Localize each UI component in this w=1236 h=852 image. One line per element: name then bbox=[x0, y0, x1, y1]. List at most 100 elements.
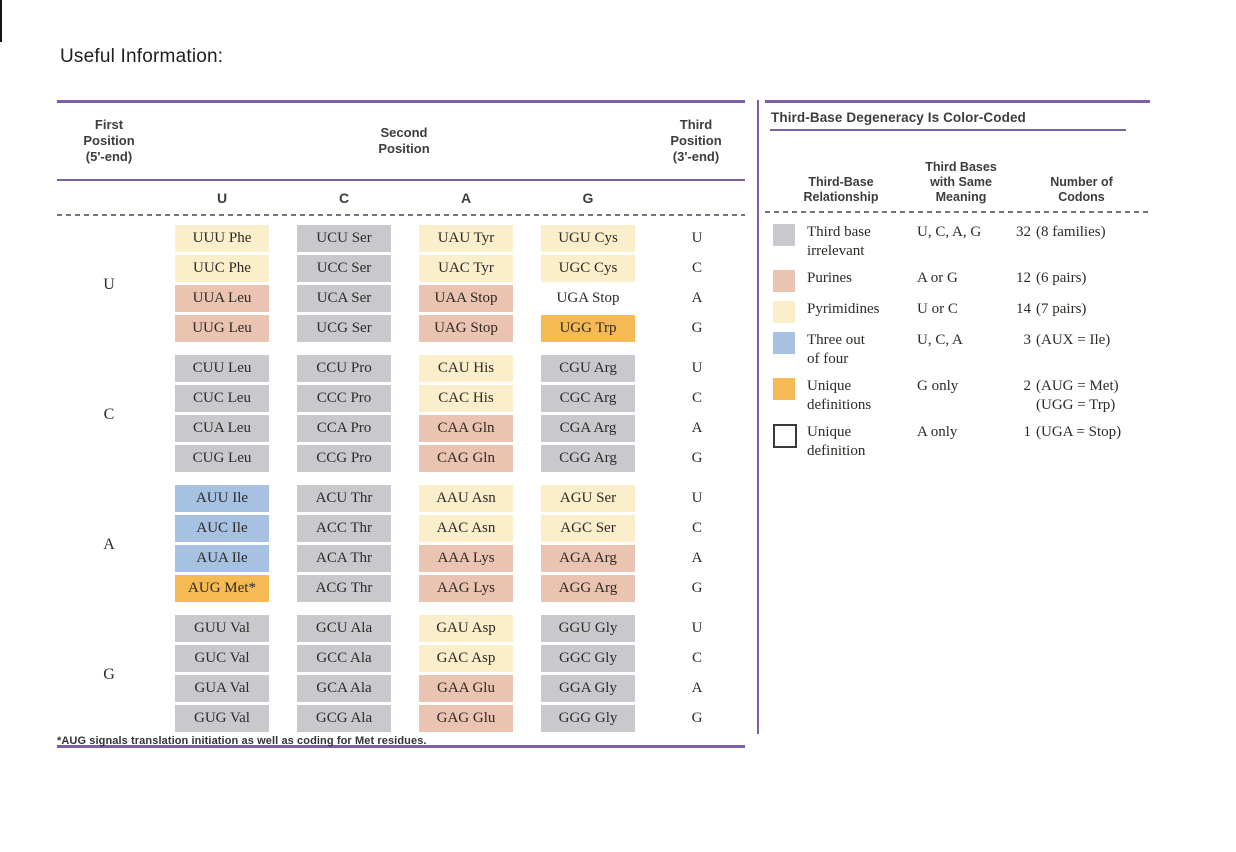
codon-cell-GCC: GCC Ala bbox=[297, 645, 391, 672]
codon-cell-GGG: GGG Gly bbox=[541, 705, 635, 732]
codon-row: UUU Phe UCU Ser UAU Tyr UGU Cys U bbox=[161, 225, 745, 252]
codon-row: AUC Ile ACC Thr AAC Asn AGC Ser C bbox=[161, 515, 745, 542]
color-swatch-orange bbox=[773, 378, 795, 400]
third-position-letter: G bbox=[691, 320, 703, 336]
codon-row: UUA Leu UCA Ser UAA Stop UGA Stop A bbox=[161, 285, 745, 312]
codon-cell-GAU: GAU Asp bbox=[419, 615, 513, 642]
codon-block-rows: CUU Leu CCU Pro CAU His CGU Arg U CUC Leu CCC … bbox=[161, 355, 745, 475]
codon-cell-UGG: UGG Trp bbox=[541, 315, 635, 342]
codon-row: CUC Leu CCC Pro CAC His CGC Arg C bbox=[161, 385, 745, 412]
legend-bases: G only bbox=[917, 378, 959, 394]
page-title: Useful Information: bbox=[60, 46, 224, 67]
legend-row-blue: Three out of four U, C, A 3 (AUX = Ile) bbox=[765, 331, 1150, 369]
color-swatch-purine bbox=[773, 270, 795, 292]
codon-cell-CAU: CAU His bbox=[419, 355, 513, 382]
third-position-letter: U bbox=[691, 230, 703, 246]
color-swatch-blue bbox=[773, 332, 795, 354]
third-position-letter: G bbox=[691, 450, 703, 466]
codon-cell-GUC: GUC Val bbox=[175, 645, 269, 672]
first-position-header: First Position (5'-end) bbox=[83, 117, 135, 164]
legend-count-number: 1 bbox=[1023, 424, 1032, 440]
color-swatch-gray bbox=[773, 224, 795, 246]
codon-row: AUA Ile ACA Thr AAA Lys AGA Arg A bbox=[161, 545, 745, 572]
third-position-letter: C bbox=[691, 260, 702, 276]
codon-cell-ACU: ACU Thr bbox=[297, 485, 391, 512]
legend-relationship: Pyrimidines bbox=[807, 301, 880, 317]
codon-cell-UGU: UGU Cys bbox=[541, 225, 635, 252]
codon-row: CUG Leu CCG Pro CAG Gln CGG Arg G bbox=[161, 445, 745, 472]
codon-cell-GCG: GCG Ala bbox=[297, 705, 391, 732]
codon-cell-CUU: CUU Leu bbox=[175, 355, 269, 382]
codon-cell-UAC: UAC Tyr bbox=[419, 255, 513, 282]
codon-cell-GCA: GCA Ala bbox=[297, 675, 391, 702]
codon-cell-UCU: UCU Ser bbox=[297, 225, 391, 252]
first-position-label-G: G bbox=[103, 666, 115, 683]
codon-cell-ACG: ACG Thr bbox=[297, 575, 391, 602]
second-base-G: G bbox=[582, 189, 594, 206]
codon-cell-AUG: AUG Met* bbox=[175, 575, 269, 602]
codon-cell-UGC: UGC Cys bbox=[541, 255, 635, 282]
third-position-letter: G bbox=[691, 580, 703, 596]
legend-count-detail: (AUG = Met) (UGG = Trp) bbox=[1036, 378, 1119, 413]
legend-bases: U, C, A bbox=[917, 332, 963, 348]
codon-row: UUG Leu UCG Ser UAG Stop UGG Trp G bbox=[161, 315, 745, 342]
legend-codon-count: 3 (AUX = Ile) bbox=[1013, 331, 1150, 369]
table-dashed-rule bbox=[57, 214, 745, 216]
second-base-A: A bbox=[460, 189, 472, 206]
codon-cell-CGC: CGC Arg bbox=[541, 385, 635, 412]
legend-panel: Third-Base Degeneracy Is Color-Coded Thi… bbox=[765, 100, 1150, 469]
codon-cell-AAC: AAC Asn bbox=[419, 515, 513, 542]
codon-cell-GGU: GGU Gly bbox=[541, 615, 635, 642]
codon-cell-CGG: CGG Arg bbox=[541, 445, 635, 472]
codon-cell-AGA: AGA Arg bbox=[541, 545, 635, 572]
codon-cell-AAU: AAU Asn bbox=[419, 485, 513, 512]
legend-codon-count: 2 (AUG = Met) (UGG = Trp) bbox=[1013, 377, 1150, 415]
codon-row: GUC Val GCC Ala GAC Asp GGC Gly C bbox=[161, 645, 745, 672]
codon-cell-CUG: CUG Leu bbox=[175, 445, 269, 472]
third-position-letter: C bbox=[691, 650, 702, 666]
codon-block-C: C CUU Leu CCU Pro CAU His CGU Arg U CUC Leu CCC… bbox=[57, 355, 745, 475]
codon-row: CUU Leu CCU Pro CAU His CGU Arg U bbox=[161, 355, 745, 382]
third-position-header: Third Position (3'-end) bbox=[670, 117, 722, 164]
legend-count-number: 32 bbox=[1016, 224, 1031, 240]
table-bottom-rule bbox=[57, 745, 745, 748]
legend-row-white: Unique definition A only 1 (UGA = Stop) bbox=[765, 423, 1150, 461]
codon-block-rows: AUU Ile ACU Thr AAU Asn AGU Ser U AUC Ile ACC … bbox=[161, 485, 745, 605]
codon-cell-GAA: GAA Glu bbox=[419, 675, 513, 702]
third-position-letter: U bbox=[691, 620, 703, 636]
codon-cell-GUG: GUG Val bbox=[175, 705, 269, 732]
legend-row-orange: Unique definitions G only 2 (AUG = Met) (UG… bbox=[765, 377, 1150, 415]
third-position-letter: G bbox=[691, 710, 703, 726]
codon-row: AUG Met* ACG Thr AAG Lys AGG Arg G bbox=[161, 575, 745, 602]
legend-count-detail: (AUX = Ile) bbox=[1036, 332, 1111, 348]
codon-cell-AGC: AGC Ser bbox=[541, 515, 635, 542]
codon-cell-UUA: UUA Leu bbox=[175, 285, 269, 312]
codon-row: GUG Val GCG Ala GAG Glu GGG Gly G bbox=[161, 705, 745, 732]
codon-cell-CCC: CCC Pro bbox=[297, 385, 391, 412]
legend-title-rule bbox=[770, 129, 1126, 131]
table-header-rule bbox=[57, 179, 745, 181]
codon-cell-AUU: AUU Ile bbox=[175, 485, 269, 512]
codon-row: AUU Ile ACU Thr AAU Asn AGU Ser U bbox=[161, 485, 745, 512]
panel-divider-rule bbox=[757, 100, 759, 734]
legend-count-number: 3 bbox=[1023, 332, 1032, 348]
codon-blocks: U UUU Phe UCU Ser UAU Tyr UGU Cys U UUC Phe UCC… bbox=[57, 216, 745, 735]
codon-cell-CCG: CCG Pro bbox=[297, 445, 391, 472]
legend-relationship: Three out of four bbox=[807, 332, 865, 367]
codon-cell-GGA: GGA Gly bbox=[541, 675, 635, 702]
codon-cell-UCA: UCA Ser bbox=[297, 285, 391, 312]
legend-codon-count: 12 (6 pairs) bbox=[1013, 269, 1150, 292]
codon-cell-CAG: CAG Gln bbox=[419, 445, 513, 472]
codon-cell-AUC: AUC Ile bbox=[175, 515, 269, 542]
codon-cell-GUU: GUU Val bbox=[175, 615, 269, 642]
third-position-letter: A bbox=[691, 420, 703, 436]
codon-cell-CCU: CCU Pro bbox=[297, 355, 391, 382]
codon-block-rows: GUU Val GCU Ala GAU Asp GGU Gly U GUC Val GCC … bbox=[161, 615, 745, 735]
table-top-rule bbox=[57, 100, 745, 103]
legend-relationship: Purines bbox=[807, 270, 852, 286]
legend-relationship: Third base irrelevant bbox=[807, 224, 871, 259]
legend-count-number: 12 bbox=[1016, 270, 1031, 286]
codon-cell-AGG: AGG Arg bbox=[541, 575, 635, 602]
footnote: *AUG signals translation initiation as w… bbox=[57, 735, 427, 747]
